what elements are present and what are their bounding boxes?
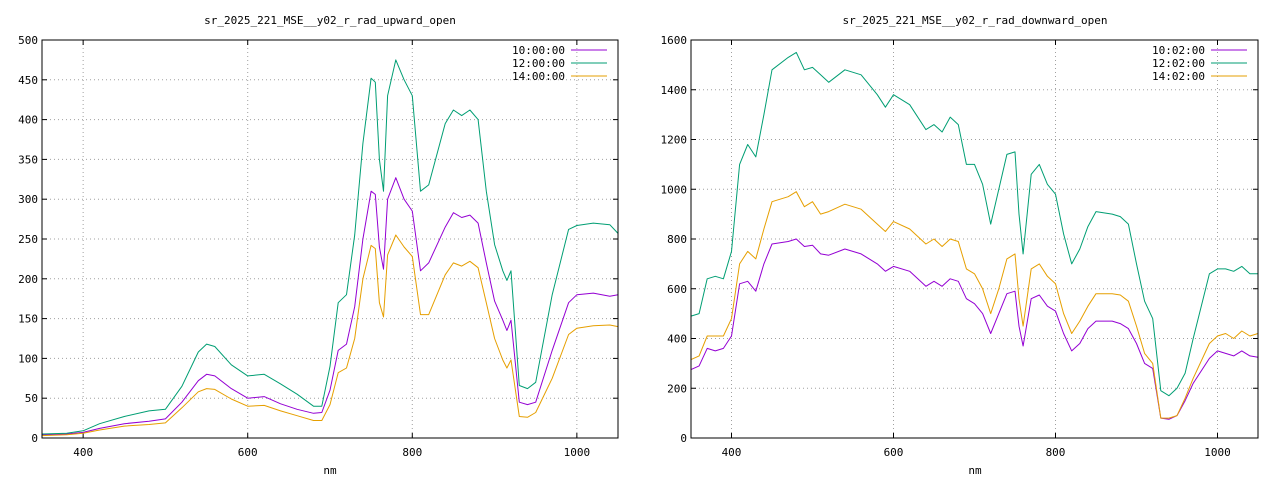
y-tick-label: 600 [667,283,687,296]
x-tick-label: 600 [238,446,258,459]
y-tick-label: 400 [18,114,38,127]
chart-title: sr_2025_221_MSE__y02_r_rad_upward_open [204,14,456,27]
series-lines [41,59,619,437]
y-tick-label: 150 [18,313,38,326]
y-tick-label: 0 [680,432,687,445]
y-tick-label: 1400 [661,84,688,97]
grid-lines [691,40,1258,438]
x-tick-label: 400 [722,446,742,459]
series-line-140000 [41,234,619,437]
x-tick-label: 800 [402,446,422,459]
series-line-140200 [690,191,1259,419]
x-tick-label: 600 [884,446,904,459]
y-tick-label: 350 [18,153,38,166]
series-line-100200 [690,238,1259,420]
series-line-100000 [41,177,619,436]
y-axis-ticks: 0 50 100 150 200 250 300 350 400 450 500 [18,34,618,445]
x-axis-label: nm [323,464,337,477]
chart-downward: sr_2025_221_MSE__y02_r_rad_downward_open… [661,14,1259,477]
y-axis-ticks: 0 200 400 600 800 1000 1200 1400 1600 [661,34,1258,445]
y-tick-label: 200 [18,273,38,286]
y-tick-label: 1600 [661,34,688,47]
x-tick-label: 1000 [564,446,591,459]
y-tick-label: 450 [18,74,38,87]
chart-upward: sr_2025_221_MSE__y02_r_rad_upward_open 0… [18,14,619,477]
legend-label: 14:00:00 [512,70,565,83]
y-tick-label: 1200 [661,134,688,147]
legend-label: 12:02:00 [1152,57,1205,70]
y-tick-label: 1000 [661,183,688,196]
y-tick-label: 400 [667,333,687,346]
plot-frame [690,39,1259,439]
plot-frame [41,39,619,439]
chart-title: sr_2025_221_MSE__y02_r_rad_downward_open [843,14,1108,27]
y-tick-label: 500 [18,34,38,47]
y-tick-label: 200 [667,382,687,395]
x-axis-ticks: 400 600 800 1000 [722,40,1231,459]
legend-label: 12:00:00 [512,57,565,70]
legend-label: 10:02:00 [1152,44,1205,57]
x-tick-label: 400 [73,446,93,459]
y-tick-label: 300 [18,193,38,206]
x-axis-ticks: 400 600 800 1000 [73,40,590,459]
grid-lines [42,40,618,438]
legend-label: 14:02:00 [1152,70,1205,83]
y-tick-label: 50 [25,392,38,405]
x-axis-label: nm [968,464,982,477]
y-tick-label: 0 [31,432,38,445]
series-lines [690,51,1259,420]
series-line-120000 [41,59,619,435]
x-tick-label: 800 [1046,446,1066,459]
x-tick-label: 1000 [1204,446,1231,459]
y-tick-label: 250 [18,233,38,246]
y-tick-label: 100 [18,352,38,365]
y-tick-label: 800 [667,233,687,246]
series-line-120200 [690,51,1258,397]
legend-label: 10:00:00 [512,44,565,57]
